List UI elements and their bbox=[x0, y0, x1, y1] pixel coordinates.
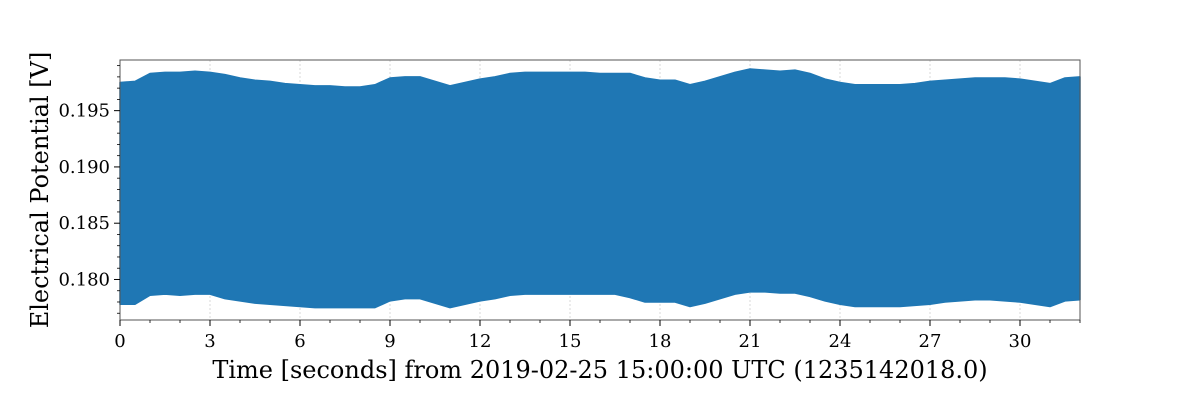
x-tick-label: 15 bbox=[559, 331, 582, 352]
x-tick-label: 27 bbox=[919, 331, 942, 352]
x-tick-label: 6 bbox=[294, 331, 305, 352]
x-tick-label: 18 bbox=[649, 331, 672, 352]
y-axis: 0.180 0.185 0.190 0.195 bbox=[58, 65, 120, 314]
y-tick-label: 0.190 bbox=[58, 157, 110, 178]
x-axis-label: Time [seconds] from 2019-02-25 15:00:00 … bbox=[212, 356, 987, 384]
x-tick-label: 12 bbox=[469, 331, 492, 352]
y-tick-label: 0.195 bbox=[58, 101, 110, 122]
x-tick-label: 30 bbox=[1009, 331, 1032, 352]
x-tick-label: 24 bbox=[829, 331, 852, 352]
y-tick-label: 0.180 bbox=[58, 269, 110, 290]
y-tick-label: 0.185 bbox=[58, 213, 110, 234]
x-tick-label: 21 bbox=[739, 331, 762, 352]
y-axis-label: Electrical Potential [V] bbox=[26, 52, 54, 329]
x-tick-label: 3 bbox=[204, 331, 215, 352]
x-tick-label: 0 bbox=[114, 331, 125, 352]
signal-envelope bbox=[119, 68, 1081, 309]
x-axis: 0 3 6 9 12 15 18 21 24 27 30 bbox=[114, 320, 1081, 352]
x-tick-label: 9 bbox=[384, 331, 395, 352]
